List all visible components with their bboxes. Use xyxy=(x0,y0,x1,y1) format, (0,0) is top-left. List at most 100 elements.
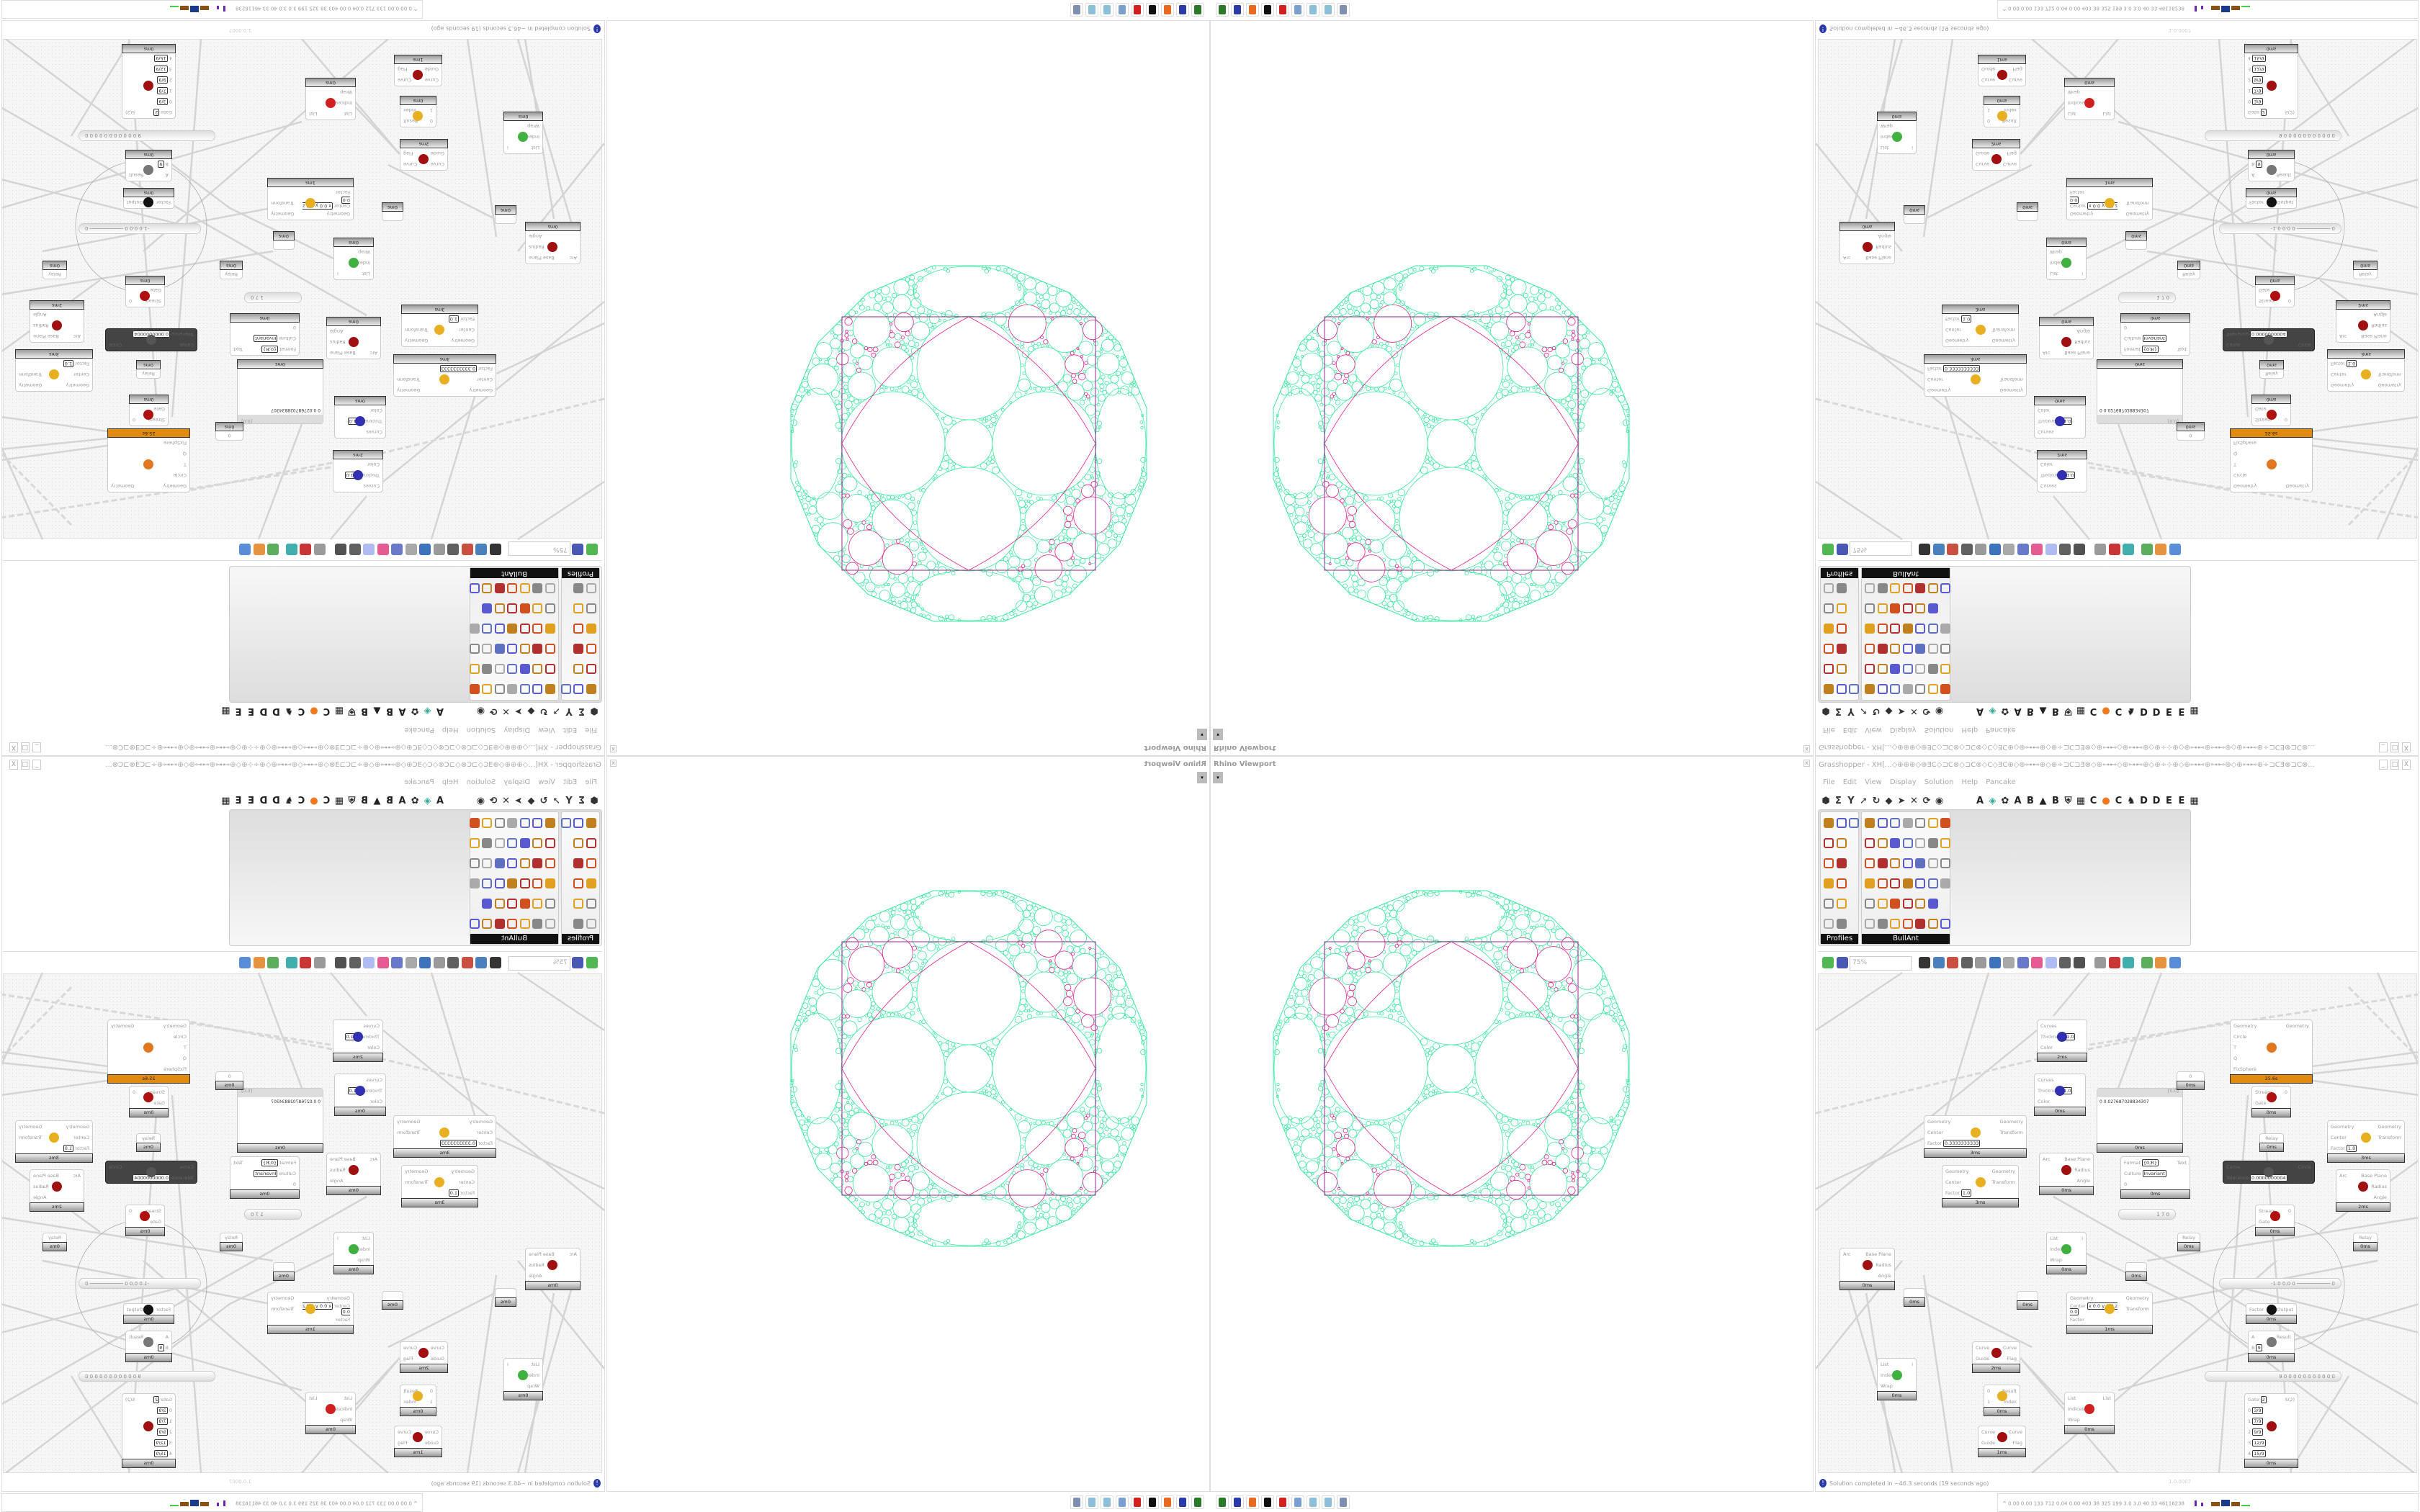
slider-value[interactable]: 9 0 0 0 0 0 0 0 0 0 0 0 xyxy=(85,132,141,138)
output-label[interactable]: Radius xyxy=(529,1261,544,1268)
rhino-viewport[interactable]: Rhino Viewport x ▾ xyxy=(606,20,1210,756)
input-label[interactable]: Wrap xyxy=(2068,89,2080,96)
package-icon[interactable] xyxy=(2031,957,2043,968)
param-node[interactable]: Relay 0ms xyxy=(136,1133,161,1152)
output-label[interactable]: Geometry xyxy=(271,211,295,217)
output-label[interactable]: 0 xyxy=(133,417,136,423)
input-label[interactable]: Indices xyxy=(2068,1405,2084,1412)
component-node[interactable]: Curve Curve Guide Flag 2ms xyxy=(1972,139,2020,171)
menu-view[interactable]: View xyxy=(1865,778,1882,786)
input-label[interactable]: 4 xyxy=(2248,55,2251,62)
component-icon[interactable] xyxy=(1849,818,1859,828)
input-value[interactable]: Invariant xyxy=(254,335,278,343)
input-label[interactable]: Gate xyxy=(153,1099,165,1106)
input-label[interactable]: Center xyxy=(1927,377,1943,383)
input-label[interactable]: Curves xyxy=(363,1022,380,1029)
input-label[interactable]: Curve xyxy=(2226,1164,2241,1170)
output-label[interactable]: List xyxy=(2102,111,2111,117)
input-value[interactable]: 12/9 xyxy=(2252,1439,2266,1446)
input-label[interactable]: Arc xyxy=(2043,1156,2051,1162)
output-label[interactable]: S(2) xyxy=(125,1396,135,1403)
tab-d2-icon[interactable]: D xyxy=(2152,796,2161,806)
component-node[interactable]: Curve Curve Guide Flag 1ms xyxy=(1978,55,2026,86)
vector-icon[interactable]: ➚ xyxy=(1860,796,1868,806)
input-value[interactable]: 15/9 xyxy=(154,55,168,63)
input-label[interactable]: Geometry xyxy=(2331,1123,2354,1130)
param-node[interactable]: Relay 0ms xyxy=(2259,360,2284,379)
input-label[interactable]: Culture xyxy=(2124,336,2141,342)
output-label[interactable]: Flag xyxy=(403,150,413,157)
terminal-icon[interactable] xyxy=(1191,1495,1204,1509)
component-node[interactable]: List i Index Wrap 0ms xyxy=(333,238,374,280)
component-node[interactable]: 0 Result 1 Index 0ms xyxy=(400,96,436,127)
input-value[interactable]: 0.0000000004 xyxy=(2250,1174,2287,1182)
output-label[interactable]: Curve xyxy=(2002,161,2017,168)
input-label[interactable]: Guide xyxy=(1976,150,1990,157)
input-label[interactable]: Gate xyxy=(2248,109,2259,116)
output-label[interactable]: i xyxy=(2081,1235,2083,1241)
component-icon[interactable] xyxy=(1902,919,1913,929)
gha-icon[interactable] xyxy=(1989,957,2001,968)
component-icon[interactable] xyxy=(1890,838,1900,848)
input-value[interactable]: 3/9 xyxy=(2252,1406,2263,1414)
slider-value[interactable]: 9 0 0 0 0 0 0 0 0 0 0 0 xyxy=(2279,132,2335,138)
component-icon[interactable] xyxy=(1915,919,1925,929)
output-label[interactable]: Flag xyxy=(403,1355,413,1362)
output-label[interactable]: Geometry xyxy=(1999,1118,2023,1125)
param-node[interactable]: 0ms xyxy=(2125,1262,2147,1281)
slider-node[interactable]: 1 7 0 xyxy=(244,1209,302,1220)
output-label[interactable]: S(2) xyxy=(2285,109,2295,116)
output-label[interactable]: Angle xyxy=(1878,233,1892,240)
input-value[interactable]: 3/9 xyxy=(2252,98,2263,106)
input-label[interactable]: Index xyxy=(2050,1246,2063,1252)
output-label[interactable]: Output xyxy=(127,199,143,206)
input-label[interactable]: Tolerance xyxy=(2226,331,2249,338)
input-value[interactable]: 1.0 xyxy=(63,360,74,368)
param-node[interactable]: Relay 0ms xyxy=(42,261,67,279)
input-label[interactable]: List xyxy=(2068,111,2076,117)
input-label[interactable]: Tolerance xyxy=(171,331,194,338)
bubble-icon[interactable] xyxy=(2073,957,2085,968)
input-label[interactable]: 0 xyxy=(1987,118,1991,125)
component-icon[interactable] xyxy=(1865,878,1875,888)
output-label[interactable]: Geometry xyxy=(19,1123,42,1130)
output-label[interactable]: Radius xyxy=(2371,1183,2387,1189)
sets-icon[interactable]: Y xyxy=(1847,796,1855,806)
notepad-icon[interactable] xyxy=(1307,3,1319,17)
component-icon[interactable] xyxy=(1890,878,1900,888)
output-label[interactable]: Radius xyxy=(1876,244,1891,251)
output-label[interactable]: Transform xyxy=(2378,372,2401,378)
output-label[interactable]: S(2) xyxy=(2285,1396,2295,1403)
input-label[interactable]: Geometry xyxy=(451,1168,475,1174)
component-icon[interactable] xyxy=(1915,878,1925,888)
input-value[interactable]: {0;R} xyxy=(2141,1158,2159,1166)
input-label[interactable]: Index xyxy=(357,260,370,266)
green-shape-icon[interactable] xyxy=(2141,957,2153,968)
param-node[interactable]: 0ms xyxy=(1904,1288,1925,1307)
red-app-icon[interactable] xyxy=(1276,1495,1289,1509)
input-label[interactable]: Geometry xyxy=(66,382,89,389)
input-label[interactable]: Curve xyxy=(1976,161,1990,168)
input-label[interactable]: Q xyxy=(2233,451,2238,457)
input-label[interactable]: Wrap xyxy=(340,89,352,96)
output-label[interactable]: Text xyxy=(233,346,243,353)
menu-pancake[interactable]: Pancake xyxy=(1986,778,2016,786)
input-label[interactable]: Geometry xyxy=(163,1022,187,1029)
input-value[interactable]: 1.0 xyxy=(2346,1144,2357,1152)
input-label[interactable]: Curves xyxy=(366,429,382,436)
input-label[interactable]: FixSphere xyxy=(2233,1066,2257,1072)
input-value[interactable]: 15/9 xyxy=(154,1449,168,1457)
component-icon[interactable] xyxy=(1877,858,1888,868)
input-label[interactable]: Arc xyxy=(369,1156,377,1162)
surface-icon[interactable]: ◆ xyxy=(1885,796,1893,806)
output-label[interactable]: Angle xyxy=(33,312,47,318)
orange-dot-icon[interactable]: ● xyxy=(2102,796,2110,806)
slider-node[interactable]: -1.0 0.0 0 ─────────── 0 xyxy=(79,1278,201,1289)
input-label[interactable]: FixSphere xyxy=(163,440,187,446)
input-value[interactable]: 7/9 xyxy=(2252,87,2263,95)
